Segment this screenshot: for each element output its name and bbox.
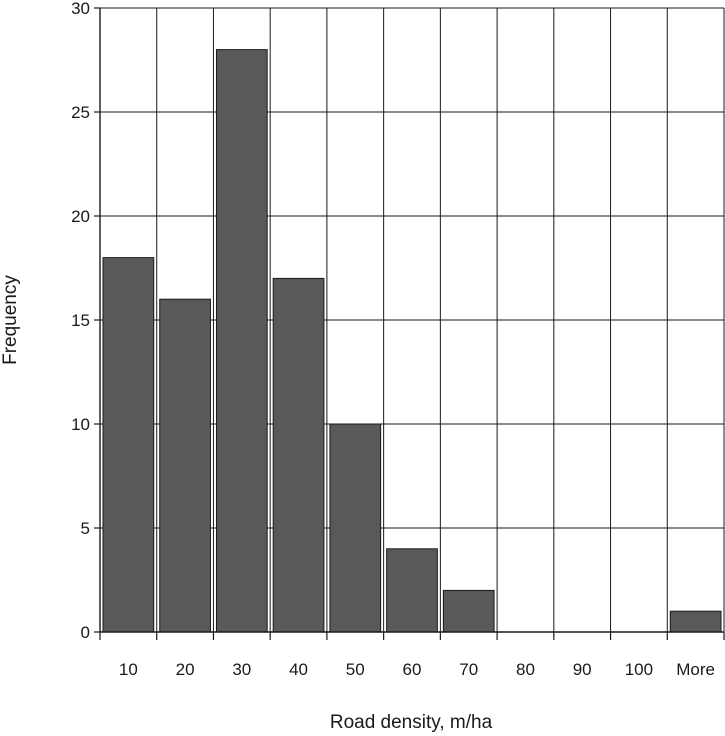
x-tick-label: 40	[289, 660, 308, 679]
bar-40	[272, 277, 325, 633]
x-tick-label: 100	[625, 660, 653, 679]
bar-50	[329, 423, 382, 633]
y-tick-label: 30	[71, 0, 90, 18]
y-tick-label: 25	[71, 103, 90, 122]
bar-10	[102, 257, 155, 633]
x-axis-title: Road density, m/ha	[330, 712, 493, 733]
grid-lines	[100, 7, 725, 632]
bar-More	[669, 610, 722, 633]
y-tick-label: 20	[71, 207, 90, 226]
y-tick-label: 10	[71, 415, 90, 434]
x-tick-label: 70	[459, 660, 478, 679]
y-tick-label: 5	[81, 519, 90, 538]
axes	[94, 7, 725, 640]
x-tick-label: 20	[176, 660, 195, 679]
x-tick-label: 60	[403, 660, 422, 679]
bars	[102, 49, 722, 633]
y-axis-title: Frequency	[0, 275, 21, 365]
bar-20	[159, 298, 211, 633]
x-tick-label: 10	[119, 660, 138, 679]
bar-30	[215, 49, 268, 633]
x-tick-label: 80	[516, 660, 535, 679]
x-tick-labels: 10 20 30 40 50 60 70 80 90 100 More	[119, 660, 715, 679]
x-tick-label: 30	[232, 660, 251, 679]
x-tick-label: 90	[573, 660, 592, 679]
x-tick-label: 50	[346, 660, 365, 679]
y-tick-labels: 0 5 10 15 20 25 30	[71, 0, 90, 642]
bar-70	[442, 589, 495, 633]
y-tick-label: 15	[71, 311, 90, 330]
y-tick-label: 0	[81, 623, 90, 642]
x-tick-label: More	[676, 660, 715, 679]
bar-60	[386, 548, 438, 633]
